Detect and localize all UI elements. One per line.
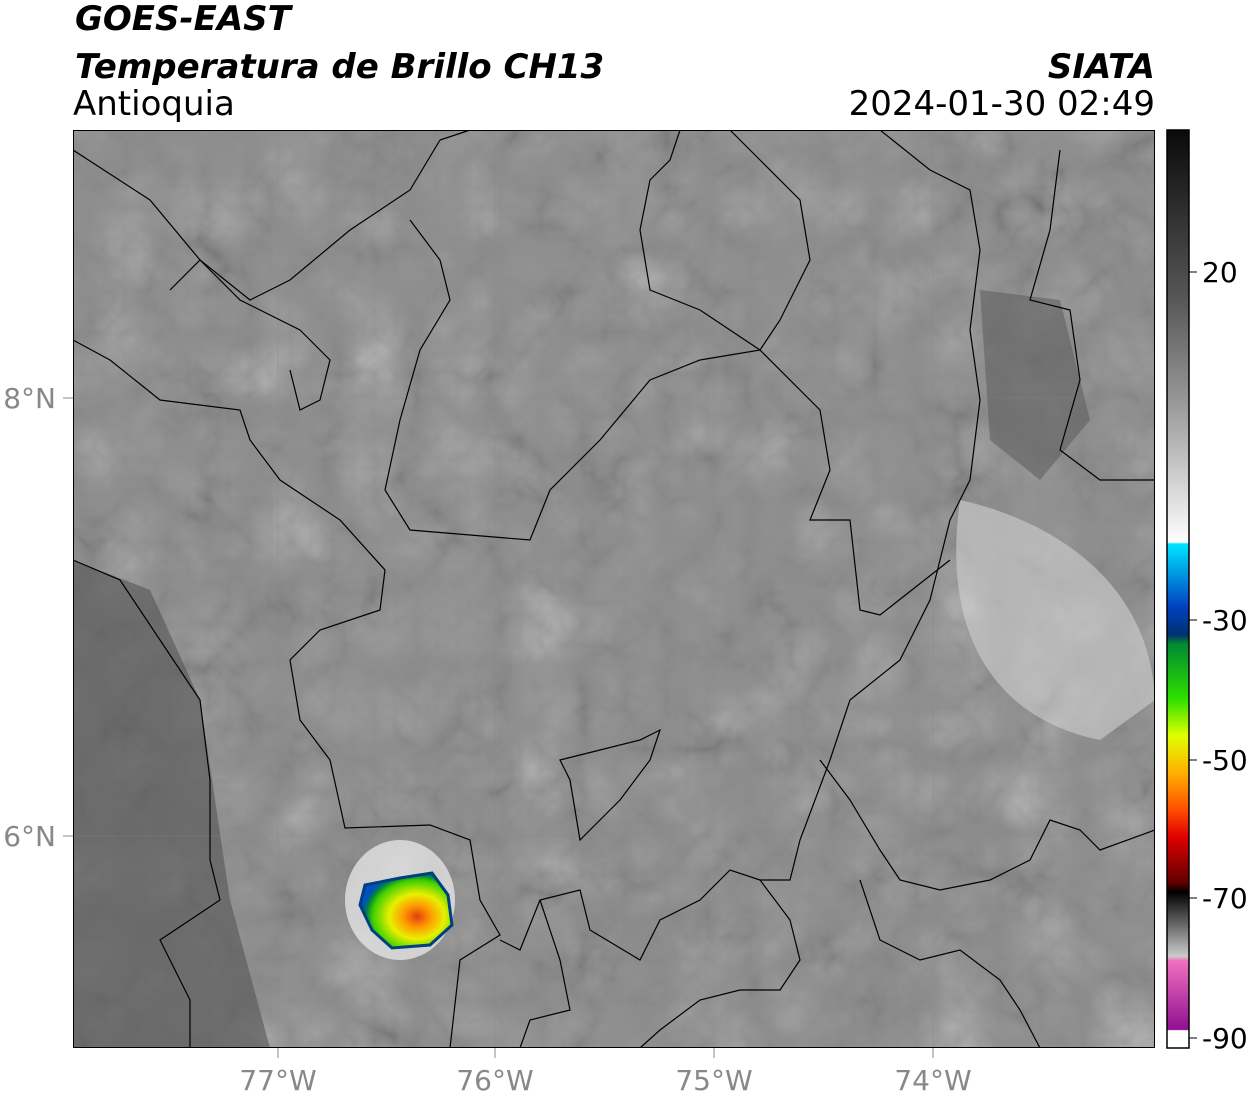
colorbar xyxy=(1166,129,1190,1049)
lat-labels: 8°N 6°N xyxy=(3,382,73,853)
lon-label: 77°W xyxy=(239,1064,316,1097)
agency: SIATA xyxy=(1048,47,1155,87)
lon-label: 75°W xyxy=(675,1064,752,1097)
lon-labels: 77°W 76°W 75°W 74°W xyxy=(239,1048,972,1097)
lat-label: 8°N xyxy=(3,382,56,415)
lon-label: 74°W xyxy=(894,1064,971,1097)
title: GOES-EAST xyxy=(75,0,294,39)
colorbar-ticks: 20 -30 -50 -70 -90 xyxy=(1189,256,1248,1055)
colorbar-tick-label: -70 xyxy=(1202,882,1248,915)
lat-label: 6°N xyxy=(3,820,56,853)
colorbar-tick-label: -90 xyxy=(1202,1022,1248,1055)
lon-label: 76°W xyxy=(456,1064,533,1097)
colorbar-tick-label: -30 xyxy=(1202,604,1248,637)
map xyxy=(73,130,1155,1048)
subtitle: Temperatura de Brillo CH13 xyxy=(75,47,604,87)
colorbar-tick-label: -50 xyxy=(1202,744,1248,777)
datetime: 2024-01-30 02:49 xyxy=(849,84,1155,124)
colorbar-tick-label: 20 xyxy=(1202,256,1238,289)
region: Antioquia xyxy=(73,84,235,124)
